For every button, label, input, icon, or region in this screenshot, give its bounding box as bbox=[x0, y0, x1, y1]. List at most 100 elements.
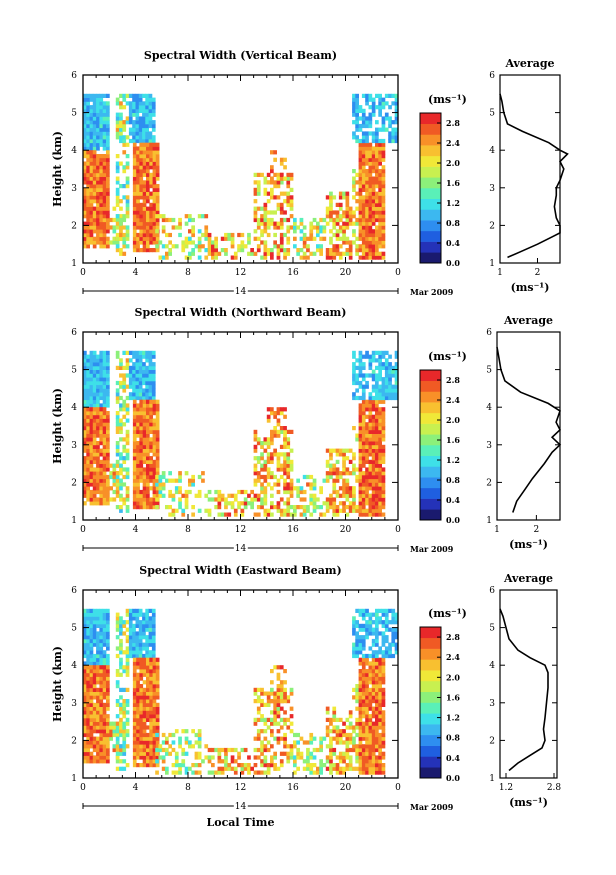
heatmap-cell bbox=[375, 508, 379, 513]
heatmap-cell bbox=[276, 429, 281, 434]
heatmap-cell bbox=[89, 459, 94, 464]
heatmap-cell bbox=[365, 97, 369, 102]
heatmap-cell bbox=[142, 221, 147, 226]
heatmap-cell bbox=[83, 744, 87, 749]
heatmap-cell bbox=[146, 501, 150, 506]
heatmap-cell bbox=[99, 482, 104, 487]
heatmap-cell bbox=[355, 620, 359, 625]
heatmap-cell bbox=[145, 392, 149, 397]
heatmap-cell bbox=[207, 232, 212, 238]
heatmap-cell bbox=[92, 123, 97, 129]
heatmap-cell bbox=[365, 433, 369, 438]
heatmap-cell bbox=[329, 751, 333, 756]
heatmap-cell bbox=[99, 459, 104, 464]
heatmap-cell bbox=[378, 176, 382, 181]
heatmap-cells bbox=[83, 350, 399, 517]
heatmap-cell bbox=[253, 755, 258, 760]
heatmap-cell bbox=[106, 150, 110, 155]
heatmap-cell bbox=[211, 497, 215, 502]
heatmap-cell bbox=[83, 362, 87, 367]
heatmap-cell bbox=[293, 221, 297, 226]
heatmap-cell bbox=[151, 638, 156, 644]
heatmap-cell bbox=[128, 358, 133, 363]
heatmap-cell bbox=[388, 392, 392, 397]
heatmap-cell bbox=[342, 251, 346, 256]
heatmap-cell bbox=[375, 691, 379, 696]
heatmap-cell bbox=[165, 244, 169, 249]
heatmap-cell bbox=[361, 478, 366, 483]
heatmap-cell bbox=[96, 146, 100, 151]
heatmap-cell bbox=[92, 444, 97, 449]
heatmap-cell bbox=[122, 105, 127, 110]
heatmap-cell bbox=[83, 680, 87, 685]
colorbar-tick-label: 0.8 bbox=[446, 218, 460, 228]
heatmap-cell bbox=[191, 763, 195, 768]
heatmap-cell bbox=[146, 210, 150, 215]
heatmap-cell bbox=[151, 631, 156, 636]
heatmap-cell bbox=[102, 627, 107, 632]
heatmap-cell bbox=[89, 646, 94, 651]
heatmap-cell bbox=[83, 199, 87, 204]
heatmap-cell bbox=[338, 474, 343, 480]
heatmap-cell bbox=[263, 729, 268, 734]
heatmap-cell bbox=[197, 229, 202, 234]
heatmap-cell bbox=[237, 232, 241, 238]
heatmap-cell bbox=[139, 221, 144, 226]
heatmap-cell bbox=[207, 489, 212, 495]
heatmap-cell bbox=[263, 691, 268, 696]
heatmap-cell bbox=[371, 747, 376, 753]
heatmap-cell bbox=[96, 411, 100, 416]
heatmap-cell bbox=[375, 384, 379, 389]
heatmap-cell bbox=[99, 452, 104, 457]
heatmap-cell bbox=[122, 740, 127, 745]
heatmap-cell bbox=[270, 195, 274, 200]
heatmap-cell bbox=[276, 251, 281, 256]
heatmap-cell bbox=[96, 240, 100, 245]
heatmap-cell bbox=[138, 388, 143, 393]
heatmap-cell bbox=[99, 448, 104, 453]
heatmap-cell bbox=[86, 377, 90, 382]
heatmap-cell bbox=[122, 150, 127, 155]
heatmap-cell bbox=[92, 429, 97, 434]
heatmap-cell bbox=[119, 665, 123, 670]
heatmap-cell bbox=[365, 717, 369, 722]
heatmap-cell bbox=[375, 725, 379, 730]
heatmap-cell bbox=[378, 169, 382, 174]
heatmap-cell bbox=[293, 763, 297, 768]
heatmap-cell bbox=[371, 236, 376, 241]
heatmap-cell bbox=[309, 225, 314, 230]
heatmap-cell bbox=[352, 747, 356, 753]
heatmap-cell bbox=[171, 770, 176, 775]
heatmap-cell bbox=[358, 699, 363, 704]
heatmap-cell bbox=[132, 414, 137, 419]
heatmap-cell bbox=[139, 426, 144, 431]
heatmap-cell bbox=[201, 471, 205, 476]
heatmap-cell bbox=[332, 467, 337, 472]
heatmap-cell bbox=[99, 206, 104, 211]
heatmap-cell bbox=[348, 448, 353, 453]
heatmap-cell bbox=[112, 236, 117, 241]
heatmap-cell bbox=[365, 751, 369, 756]
heatmap-cell bbox=[145, 373, 149, 378]
heatmap-cell bbox=[361, 217, 366, 223]
heatmap-cell bbox=[276, 433, 281, 438]
heatmap-cell bbox=[99, 650, 104, 655]
heatmap-cell bbox=[352, 623, 356, 628]
heatmap-cell bbox=[286, 471, 291, 476]
heatmap-cell bbox=[86, 444, 90, 449]
heatmap-cell bbox=[260, 444, 264, 449]
heatmap-cell bbox=[260, 229, 264, 234]
heatmap-cell bbox=[273, 184, 277, 189]
heatmap-cell bbox=[384, 358, 389, 363]
heatmap-cell bbox=[139, 710, 144, 715]
heatmap-cell bbox=[145, 93, 149, 98]
heatmap-cell bbox=[152, 672, 157, 677]
heatmap-cell bbox=[122, 759, 127, 764]
heatmap-cell bbox=[96, 395, 100, 401]
heatmap-cell bbox=[279, 157, 284, 162]
heatmap-cell bbox=[381, 414, 386, 419]
heatmap-cell bbox=[335, 505, 340, 510]
heatmap-cell bbox=[125, 493, 130, 498]
heatmap-cell bbox=[335, 512, 340, 517]
heatmap-cell bbox=[86, 486, 90, 491]
